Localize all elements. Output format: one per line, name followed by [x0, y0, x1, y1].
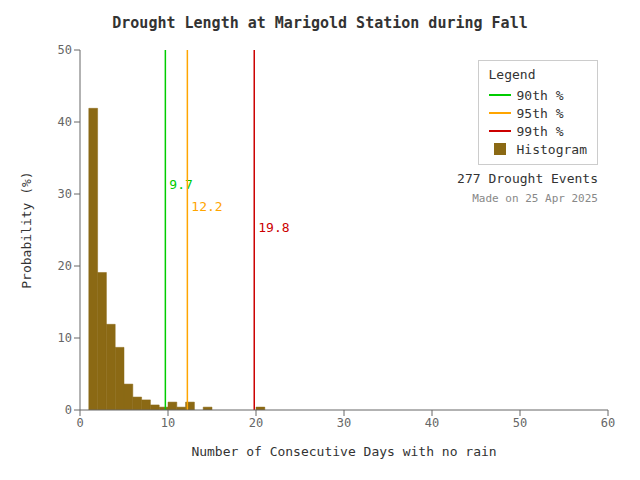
html-text:Made on 25 Apr 2025: Made on 25 Apr 2025: [472, 192, 598, 205]
html-text:Legend: Legend: [488, 67, 536, 82]
svg-text:10: 10: [161, 416, 175, 430]
svg-text:Probability (%): Probability (%): [19, 171, 34, 288]
svg-text:9.7: 9.7: [169, 177, 192, 192]
svg-text:50: 50: [513, 416, 527, 430]
html-text:95th %: 95th %: [516, 105, 564, 121]
svg-text:Number of Consecutive Days wit: Number of Consecutive Days with no rain: [191, 444, 496, 459]
svg-text:30: 30: [58, 187, 72, 201]
svg-text:0: 0: [65, 403, 72, 417]
html-text:90th %: 90th %: [516, 87, 564, 103]
svg-text:19.8: 19.8: [258, 220, 289, 235]
svg-text:60: 60: [601, 416, 615, 430]
html-text:99th %: 99th %: [516, 123, 564, 139]
html-text:277 Drought Events: 277 Drought Events: [457, 171, 598, 186]
svg-text:40: 40: [425, 416, 439, 430]
svg-text:12.2: 12.2: [191, 199, 222, 214]
svg-text:50: 50: [58, 43, 72, 57]
html-text:Drought Length at Marigold Sta: Drought Length at Marigold Station durin…: [112, 14, 528, 32]
svg-text:0: 0: [76, 416, 83, 430]
svg-text:20: 20: [58, 259, 72, 273]
svg-text:20: 20: [249, 416, 263, 430]
svg-text:30: 30: [337, 416, 351, 430]
svg-text:40: 40: [58, 115, 72, 129]
svg-text:10: 10: [58, 331, 72, 345]
html-text:Histogram: Histogram: [516, 141, 587, 157]
